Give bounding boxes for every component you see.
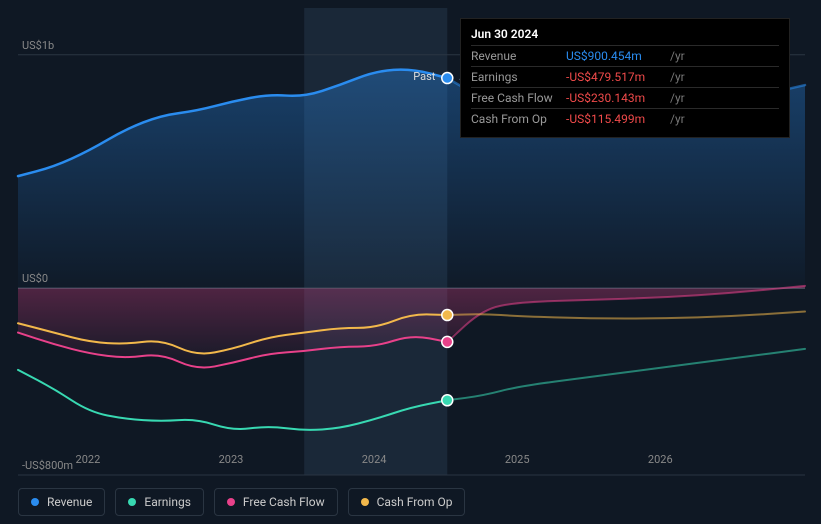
legend-item-label: Revenue: [47, 495, 92, 509]
tooltip-row-label: Earnings: [471, 70, 566, 84]
tooltip-row-label: Cash From Op: [471, 112, 566, 126]
x-axis-label: 2025: [505, 453, 530, 466]
legend-item-label: Earnings: [144, 495, 191, 509]
tooltip: Jun 30 2024 RevenueUS$900.454m/yrEarning…: [460, 18, 790, 138]
x-axis-label: 2023: [219, 453, 244, 466]
past-label: Past: [413, 70, 435, 83]
tooltip-row-value: -US$230.143m: [566, 91, 666, 105]
legend-item-revenue[interactable]: Revenue: [18, 488, 105, 516]
legend-dot-icon: [361, 498, 369, 506]
tooltip-row-label: Revenue: [471, 49, 566, 63]
x-axis-label: 2022: [76, 453, 101, 466]
tooltip-row-label: Free Cash Flow: [471, 91, 566, 105]
legend-dot-icon: [31, 498, 39, 506]
legend-dot-icon: [227, 498, 235, 506]
y-axis-label: US$0: [22, 272, 48, 285]
tooltip-row-unit: /yr: [670, 49, 685, 63]
legend-dot-icon: [128, 498, 136, 506]
tooltip-row: RevenueUS$900.454m/yr: [471, 45, 779, 66]
legend-item-label: Cash From Op: [377, 495, 453, 509]
legend-item-fcf[interactable]: Free Cash Flow: [214, 488, 338, 516]
legend: Revenue Earnings Free Cash Flow Cash From O…: [18, 488, 465, 516]
x-axis-label: 2026: [648, 453, 673, 466]
x-axis-label: 2024: [362, 453, 387, 466]
legend-item-earnings[interactable]: Earnings: [115, 488, 204, 516]
tooltip-row: Earnings-US$479.517m/yr: [471, 66, 779, 87]
tooltip-row-unit: /yr: [670, 91, 685, 105]
tooltip-date: Jun 30 2024: [471, 27, 779, 41]
tooltip-row: Free Cash Flow-US$230.143m/yr: [471, 87, 779, 108]
tooltip-row-unit: /yr: [670, 70, 685, 84]
legend-item-cfo[interactable]: Cash From Op: [348, 488, 466, 516]
tooltip-row-unit: /yr: [670, 112, 685, 126]
legend-item-label: Free Cash Flow: [243, 495, 325, 509]
tooltip-row-value: US$900.454m: [566, 49, 666, 63]
tooltip-row-value: -US$479.517m: [566, 70, 666, 84]
tooltip-row-value: -US$115.499m: [566, 112, 666, 126]
y-axis-label: -US$800m: [22, 459, 73, 472]
y-axis-label: US$1b: [22, 39, 54, 52]
tooltip-row: Cash From Op-US$115.499m/yr: [471, 108, 779, 129]
